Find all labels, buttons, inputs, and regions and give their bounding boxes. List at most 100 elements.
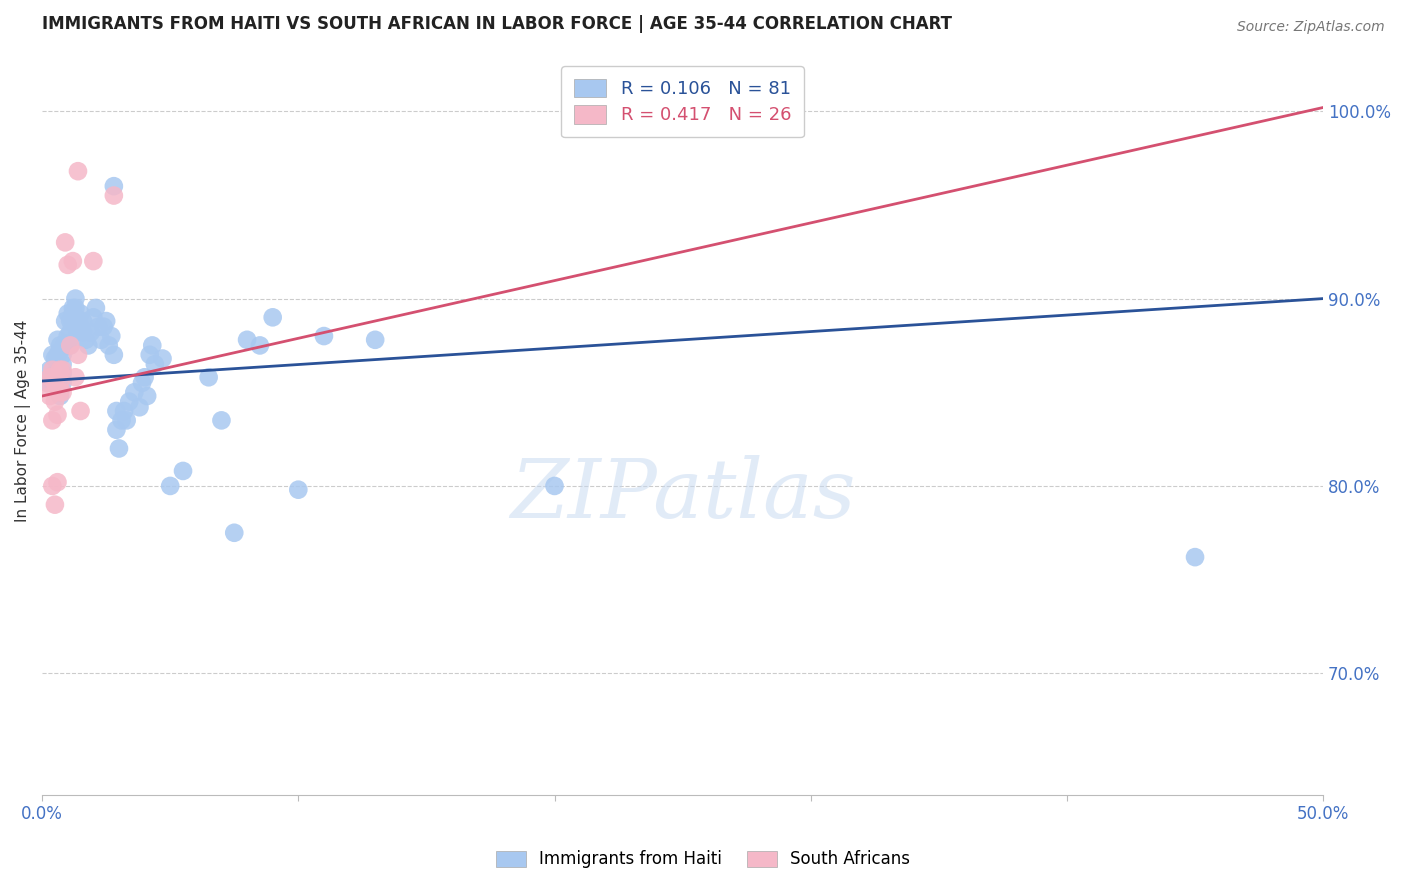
Point: [52, 348, 75, 362]
Point: [52, 363, 75, 377]
Point: [46, 348, 69, 362]
Point: [53, 235, 76, 250]
Point: [128, 401, 150, 415]
Point: [110, 413, 132, 427]
Point: [44, 498, 66, 512]
Point: [87, 319, 110, 334]
Point: [44, 370, 66, 384]
Point: [65, 292, 87, 306]
Point: [93, 319, 115, 334]
Point: [38, 389, 60, 403]
Point: [52, 367, 75, 381]
Point: [69, 307, 91, 321]
Point: [46, 363, 69, 377]
Point: [41, 479, 63, 493]
Point: [66, 164, 89, 178]
Point: [105, 404, 128, 418]
Point: [96, 314, 118, 328]
Point: [46, 408, 69, 422]
Point: [118, 394, 141, 409]
Point: [236, 333, 259, 347]
Point: [41, 413, 63, 427]
Point: [46, 475, 69, 490]
Point: [66, 326, 89, 340]
Point: [103, 188, 125, 202]
Point: [134, 370, 156, 384]
Point: [105, 423, 128, 437]
Legend: Immigrants from Haiti, South Africans: Immigrants from Haiti, South Africans: [488, 842, 918, 877]
Point: [65, 370, 87, 384]
Point: [77, 338, 100, 352]
Point: [59, 314, 82, 328]
Point: [249, 338, 271, 352]
Point: [53, 336, 76, 351]
Text: IMMIGRANTS FROM HAITI VS SOUTH AFRICAN IN LABOR FORCE | AGE 35-44 CORRELATION CH: IMMIGRANTS FROM HAITI VS SOUTH AFRICAN I…: [42, 15, 952, 33]
Point: [49, 376, 72, 390]
Point: [1184, 550, 1206, 565]
Point: [44, 376, 66, 390]
Point: [56, 338, 79, 352]
Point: [287, 483, 309, 497]
Point: [141, 338, 163, 352]
Point: [44, 394, 66, 409]
Point: [44, 367, 66, 381]
Point: [112, 404, 135, 418]
Text: Source: ZipAtlas.com: Source: ZipAtlas.com: [1237, 20, 1385, 34]
Point: [136, 389, 159, 403]
Point: [103, 348, 125, 362]
Point: [131, 376, 153, 390]
Point: [197, 370, 219, 384]
Point: [84, 301, 107, 315]
Point: [49, 370, 72, 384]
Point: [59, 338, 82, 352]
Y-axis label: In Labor Force | Age 35-44: In Labor Force | Age 35-44: [15, 319, 31, 522]
Point: [90, 333, 112, 347]
Point: [37, 376, 59, 390]
Point: [364, 333, 387, 347]
Point: [108, 442, 131, 456]
Point: [62, 307, 84, 321]
Point: [312, 329, 335, 343]
Point: [72, 314, 94, 328]
Point: [41, 363, 63, 377]
Point: [143, 357, 166, 371]
Point: [49, 363, 72, 377]
Point: [49, 385, 72, 400]
Point: [49, 389, 72, 403]
Point: [59, 326, 82, 340]
Point: [62, 314, 84, 328]
Point: [115, 413, 138, 427]
Point: [152, 351, 174, 366]
Point: [44, 351, 66, 366]
Point: [69, 319, 91, 334]
Point: [49, 344, 72, 359]
Point: [62, 301, 84, 315]
Point: [97, 338, 120, 352]
Point: [69, 404, 91, 418]
Point: [52, 357, 75, 371]
Point: [124, 385, 146, 400]
Point: [82, 310, 104, 325]
Point: [38, 370, 60, 384]
Point: [65, 301, 87, 315]
Point: [72, 326, 94, 340]
Point: [56, 329, 79, 343]
Point: [75, 333, 97, 347]
Point: [66, 314, 89, 328]
Point: [46, 333, 69, 347]
Point: [52, 385, 75, 400]
Point: [66, 348, 89, 362]
Point: [172, 464, 194, 478]
Point: [62, 254, 84, 268]
Point: [56, 307, 79, 321]
Point: [543, 479, 565, 493]
Point: [59, 338, 82, 352]
Point: [38, 363, 60, 377]
Point: [138, 348, 160, 362]
Point: [56, 258, 79, 272]
Point: [100, 329, 122, 343]
Point: [37, 376, 59, 390]
Point: [80, 326, 103, 340]
Point: [41, 348, 63, 362]
Point: [41, 376, 63, 390]
